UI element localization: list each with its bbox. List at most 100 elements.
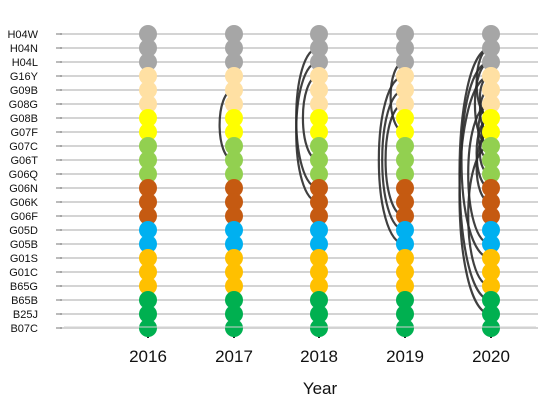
point (310, 179, 328, 197)
y-tick-label: B25J (13, 309, 38, 321)
y-tick-label: G06F (10, 211, 38, 223)
point (225, 151, 243, 169)
point (396, 305, 414, 323)
point (482, 109, 500, 127)
y-tick-label: B65G (10, 281, 38, 293)
point (139, 67, 157, 85)
point (139, 151, 157, 169)
point (482, 249, 500, 267)
point (225, 67, 243, 85)
y-tick-label: G08G (9, 99, 38, 111)
link-arc (467, 102, 492, 246)
point (139, 109, 157, 127)
y-tick-label: H04N (10, 43, 38, 55)
x-tick-label: 2016 (129, 347, 167, 366)
point (482, 235, 500, 253)
point (310, 25, 328, 43)
point (482, 305, 500, 323)
y-tick-label: G07C (9, 141, 38, 153)
point (482, 95, 500, 113)
point (139, 221, 157, 239)
point (225, 25, 243, 43)
links (218, 46, 492, 316)
point (225, 123, 243, 141)
point (482, 263, 500, 281)
point (139, 25, 157, 43)
x-tick-label: 2019 (386, 347, 424, 366)
point (139, 249, 157, 267)
point (310, 305, 328, 323)
point (310, 81, 328, 99)
point (225, 305, 243, 323)
point (139, 137, 157, 155)
point (396, 109, 414, 127)
point (396, 235, 414, 253)
point (139, 193, 157, 211)
point (396, 277, 414, 295)
point (396, 53, 414, 71)
point (225, 249, 243, 267)
point (225, 193, 243, 211)
point (310, 151, 328, 169)
point (139, 291, 157, 309)
point (396, 123, 414, 141)
point (482, 207, 500, 225)
point (396, 291, 414, 309)
points (139, 25, 500, 338)
y-tick-label: G08B (10, 113, 38, 125)
point (310, 263, 328, 281)
point (139, 263, 157, 281)
point (396, 151, 414, 169)
point (310, 95, 328, 113)
point (482, 81, 500, 99)
y-tick-label: G06T (10, 155, 38, 167)
point (482, 53, 500, 71)
point (225, 263, 243, 281)
point (225, 207, 243, 225)
point (396, 137, 414, 155)
y-tick-label: H04W (7, 29, 38, 41)
point (310, 221, 328, 239)
point (310, 193, 328, 211)
point (396, 207, 414, 225)
point (310, 291, 328, 309)
link-arc (384, 102, 406, 218)
point (396, 25, 414, 43)
point (396, 263, 414, 281)
x-tick-label: 2018 (300, 347, 338, 366)
point (482, 67, 500, 85)
point (139, 207, 157, 225)
point (396, 193, 414, 211)
point (225, 81, 243, 99)
point (482, 123, 500, 141)
point (139, 95, 157, 113)
point (310, 137, 328, 155)
y-tick-label: B65B (11, 295, 38, 307)
x-tick-label: 2017 (215, 347, 253, 366)
point (482, 319, 500, 337)
point (482, 137, 500, 155)
x-axis-title: Year (303, 379, 338, 398)
point (310, 207, 328, 225)
point (396, 179, 414, 197)
y-tick-label: G07F (10, 127, 38, 139)
y-tick-label: G05D (9, 225, 38, 237)
point (225, 291, 243, 309)
point (482, 277, 500, 295)
point (225, 277, 243, 295)
point (482, 25, 500, 43)
y-tick-label: G06N (9, 183, 38, 195)
point (482, 151, 500, 169)
y-tick-label: G09B (10, 85, 38, 97)
point (225, 221, 243, 239)
point (225, 235, 243, 253)
point (139, 39, 157, 57)
point (225, 179, 243, 197)
point (225, 95, 243, 113)
point (310, 67, 328, 85)
point (310, 53, 328, 71)
y-tick-label: G01S (10, 253, 38, 265)
point (482, 193, 500, 211)
point (225, 109, 243, 127)
point (225, 319, 243, 337)
